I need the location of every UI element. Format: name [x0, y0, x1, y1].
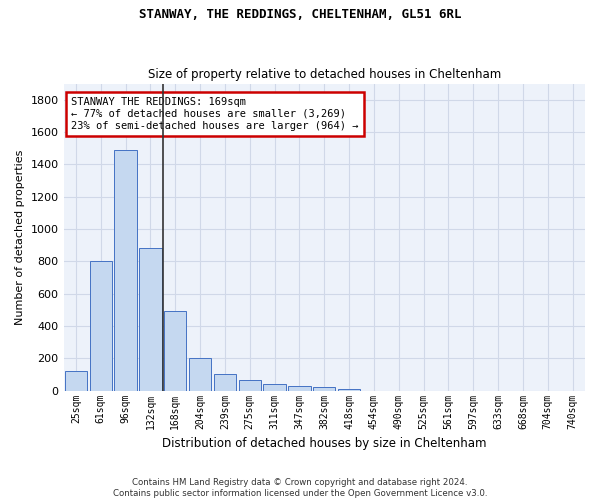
- Bar: [313, 386, 335, 390]
- Bar: [288, 386, 311, 390]
- Bar: [164, 312, 187, 390]
- Bar: [338, 389, 360, 390]
- Bar: [139, 248, 161, 390]
- Title: Size of property relative to detached houses in Cheltenham: Size of property relative to detached ho…: [148, 68, 501, 81]
- Bar: [115, 150, 137, 390]
- Y-axis label: Number of detached properties: Number of detached properties: [15, 150, 25, 325]
- Bar: [263, 384, 286, 390]
- Text: STANWAY, THE REDDINGS, CHELTENHAM, GL51 6RL: STANWAY, THE REDDINGS, CHELTENHAM, GL51 …: [139, 8, 461, 20]
- X-axis label: Distribution of detached houses by size in Cheltenham: Distribution of detached houses by size …: [162, 437, 487, 450]
- Bar: [239, 380, 261, 390]
- Bar: [214, 374, 236, 390]
- Bar: [89, 262, 112, 390]
- Text: Contains HM Land Registry data © Crown copyright and database right 2024.
Contai: Contains HM Land Registry data © Crown c…: [113, 478, 487, 498]
- Text: STANWAY THE REDDINGS: 169sqm
← 77% of detached houses are smaller (3,269)
23% of: STANWAY THE REDDINGS: 169sqm ← 77% of de…: [71, 98, 359, 130]
- Bar: [189, 358, 211, 390]
- Bar: [65, 371, 87, 390]
